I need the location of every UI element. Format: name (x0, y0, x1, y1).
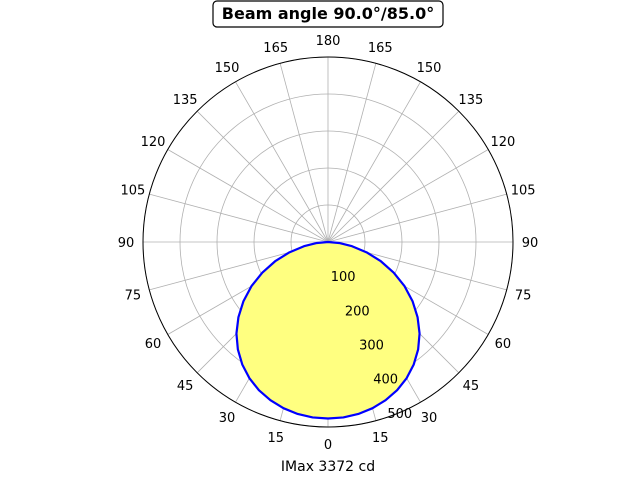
angle-gridline (196, 110, 329, 243)
angle-tick-label: 75 (125, 288, 142, 303)
angle-tick-label: 135 (173, 93, 198, 108)
angle-gridline (235, 81, 329, 243)
angle-gridline (327, 149, 489, 243)
series-fill-area (236, 242, 420, 419)
series-line (235, 240, 421, 420)
angle-tick-label: 90 (118, 236, 135, 251)
angle-tick-label: 150 (215, 61, 240, 76)
radial-tick-label: 200 (345, 304, 370, 319)
angle-tick-label: 0 (324, 438, 332, 453)
angle-tick-labels: 0 15 30 45 60 75 90 105 120 135 150 165 180 15 30 45 60 7… (118, 34, 539, 453)
x-axis-label: IMax 3372 cd (281, 459, 375, 475)
radial-tick-labels: 100 200 300 400 500 (331, 270, 412, 422)
polar-outer-circle (142, 56, 514, 428)
radial-tick-label: 300 (359, 339, 384, 354)
angle-tick-label: 165 (263, 41, 288, 56)
angle-tick-label: 120 (491, 135, 516, 150)
angle-tick-label: 75 (515, 288, 532, 303)
angle-gridline (327, 81, 421, 243)
angle-gridline (279, 63, 329, 243)
radial-tick-label: 100 (331, 270, 356, 285)
angle-tick-label: 45 (177, 379, 194, 394)
angle-tick-label: 105 (120, 184, 145, 199)
angle-tick-label: 30 (421, 411, 438, 426)
angle-tick-label: 90 (522, 236, 539, 251)
angle-tick-label: 150 (417, 61, 442, 76)
angle-gridline (149, 193, 329, 243)
angle-tick-label: 15 (267, 431, 284, 446)
angle-gridline (327, 193, 507, 243)
data-layer (235, 240, 421, 420)
angle-gridline (327, 110, 460, 243)
angle-tick-label: 60 (495, 337, 512, 352)
angle-gridline (327, 63, 377, 243)
angle-tick-label: 30 (219, 411, 236, 426)
angle-tick-label: 15 (372, 431, 389, 446)
angle-tick-label: 135 (458, 93, 483, 108)
angle-tick-label: 120 (141, 135, 166, 150)
angle-tick-label: 105 (511, 184, 536, 199)
chart-title: Beam angle 90.0°/85.0° (222, 4, 434, 23)
angle-gridline (167, 149, 329, 243)
angle-tick-label: 60 (145, 337, 162, 352)
chart-title-box (212, 0, 444, 28)
radial-tick-label: 500 (387, 407, 412, 422)
radial-tick-label: 400 (373, 373, 398, 388)
angle-tick-label: 45 (463, 379, 480, 394)
angle-tick-label: 165 (368, 41, 393, 56)
angle-tick-label: 180 (316, 34, 341, 49)
chart-title-group: Beam angle 90.0°/85.0° (212, 0, 444, 28)
polar-frame (142, 56, 514, 428)
